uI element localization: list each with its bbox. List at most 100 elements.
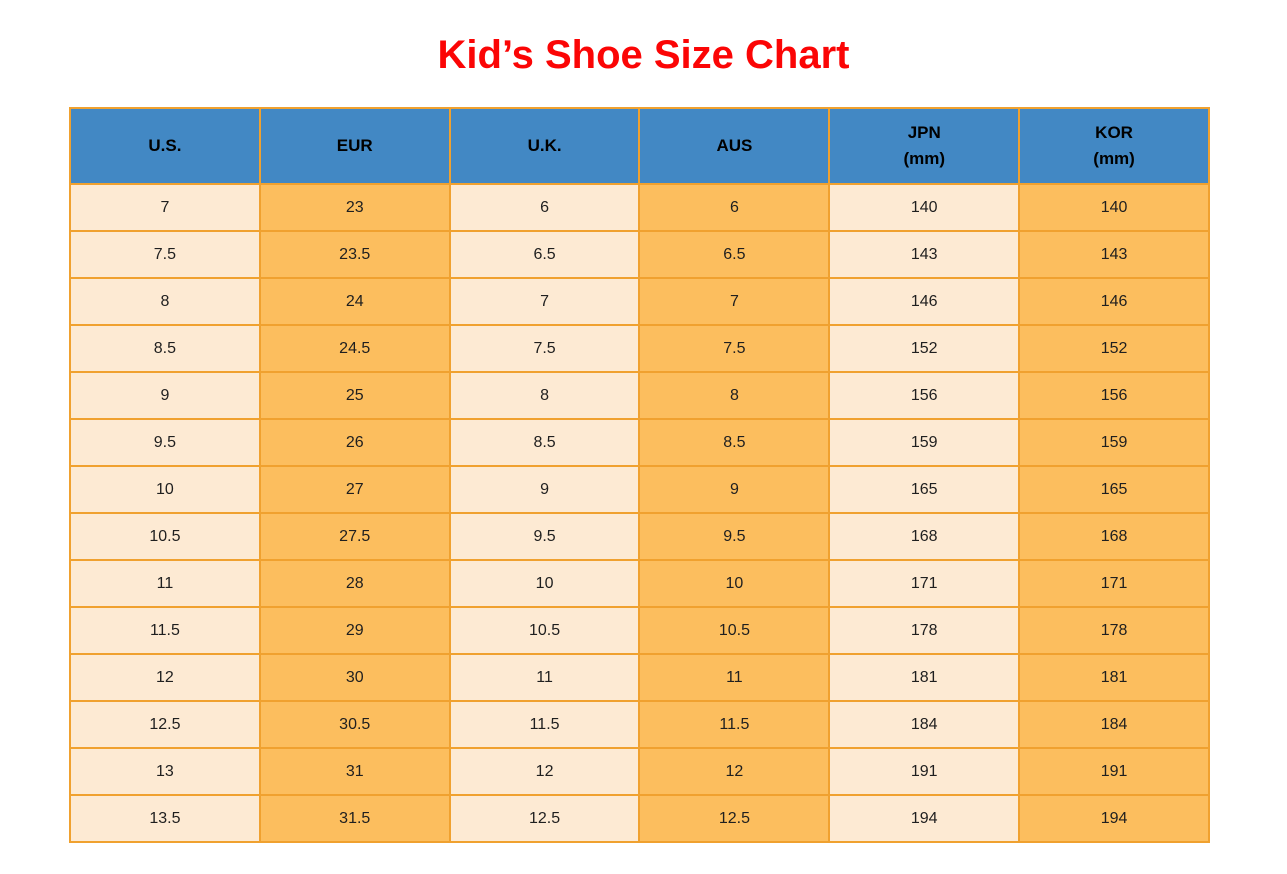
table-row: 13 31 12 12 191 191	[69, 747, 1210, 796]
table-cell: 11	[448, 653, 641, 702]
table-cell: 168	[1018, 512, 1210, 561]
table-cell: 184	[828, 700, 1021, 749]
table-cell: 23.5	[258, 230, 451, 279]
column-header-jpnmm: JPN (mm)	[828, 107, 1021, 185]
table-cell: 165	[828, 465, 1021, 514]
table-row: 12.5 30.5 11.5 11.5 184 184	[69, 700, 1210, 749]
table-cell: 8.5	[638, 418, 831, 467]
table-cell: 28	[258, 559, 451, 608]
column-header-label: U.S.	[148, 135, 182, 155]
table-cell: 11.5	[448, 700, 641, 749]
table-cell: 152	[1018, 324, 1210, 373]
table-cell: 194	[1018, 794, 1210, 843]
column-header-aus: AUS	[638, 107, 831, 185]
table-cell: 6	[638, 183, 831, 232]
table-cell: 31.5	[258, 794, 451, 843]
table-cell: 7	[638, 277, 831, 326]
table-row: 10.5 27.5 9.5 9.5 168 168	[69, 512, 1210, 561]
column-header-kormm: KOR (mm)	[1018, 107, 1210, 185]
column-header-eur: EUR	[258, 107, 451, 185]
table-cell: 10.5	[638, 606, 831, 655]
table-cell: 140	[1018, 183, 1210, 232]
table-cell: 24.5	[258, 324, 451, 373]
table-cell: 143	[828, 230, 1021, 279]
table-cell: 12	[448, 747, 641, 796]
table-cell: 11	[638, 653, 831, 702]
table-cell: 178	[1018, 606, 1210, 655]
shoe-size-table: U.S. EUR U.K. AUS JPN (mm) KOR (mm) 7 23 6 6 140 140…	[69, 107, 1210, 843]
table-cell: 9.5	[638, 512, 831, 561]
table-row: 10 27 9 9 165 165	[69, 465, 1210, 514]
table-cell: 9	[448, 465, 641, 514]
table-cell: 7	[448, 277, 641, 326]
table-cell: 146	[828, 277, 1021, 326]
table-cell: 191	[1018, 747, 1210, 796]
column-header-label: (mm)	[903, 149, 945, 168]
table-cell: 26	[258, 418, 451, 467]
column-header-uk: U.K.	[448, 107, 641, 185]
table-cell: 10.5	[69, 512, 261, 561]
table-cell: 152	[828, 324, 1021, 373]
table-cell: 159	[828, 418, 1021, 467]
table-cell: 181	[828, 653, 1021, 702]
table-cell: 12.5	[69, 700, 261, 749]
table-row: 13.5 31.5 12.5 12.5 194 194	[69, 794, 1210, 843]
table-cell: 6.5	[448, 230, 641, 279]
table-row: 7 23 6 6 140 140	[69, 183, 1210, 232]
table-cell: 31	[258, 747, 451, 796]
page-title: Kid’s Shoe Size Chart	[437, 33, 850, 77]
table-cell: 13.5	[69, 794, 261, 843]
table-cell: 6.5	[638, 230, 831, 279]
table-cell: 191	[828, 747, 1021, 796]
table-cell: 8.5	[448, 418, 641, 467]
table-header: U.S. EUR U.K. AUS JPN (mm) KOR (mm)	[69, 107, 1210, 185]
table-row: 8 24 7 7 146 146	[69, 277, 1210, 326]
table-cell: 9.5	[69, 418, 261, 467]
table-cell: 7	[69, 183, 261, 232]
header-row: U.S. EUR U.K. AUS JPN (mm) KOR (mm)	[69, 107, 1210, 185]
table-cell: 10.5	[448, 606, 641, 655]
table-cell: 10	[448, 559, 641, 608]
table-cell: 27.5	[258, 512, 451, 561]
table-cell: 159	[1018, 418, 1210, 467]
table-cell: 181	[1018, 653, 1210, 702]
table-cell: 9.5	[448, 512, 641, 561]
table-cell: 165	[1018, 465, 1210, 514]
table-cell: 146	[1018, 277, 1210, 326]
table-cell: 8	[448, 371, 641, 420]
table-cell: 8	[638, 371, 831, 420]
table-cell: 12	[69, 653, 261, 702]
column-header-label: U.K.	[527, 135, 562, 155]
table-cell: 12.5	[638, 794, 831, 843]
table-cell: 184	[1018, 700, 1210, 749]
column-header-label: JPN	[907, 122, 941, 142]
table-cell: 168	[828, 512, 1021, 561]
table-cell: 11.5	[69, 606, 261, 655]
table-cell: 7.5	[448, 324, 641, 373]
column-header-us: U.S.	[69, 107, 261, 185]
table-cell: 30.5	[258, 700, 451, 749]
table-row: 12 30 11 11 181 181	[69, 653, 1210, 702]
column-header-label: AUS	[716, 135, 753, 155]
table-cell: 10	[69, 465, 261, 514]
table-cell: 30	[258, 653, 451, 702]
table-cell: 156	[1018, 371, 1210, 420]
table-cell: 11.5	[638, 700, 831, 749]
table-cell: 11	[69, 559, 261, 608]
table-cell: 8.5	[69, 324, 261, 373]
table-cell: 29	[258, 606, 451, 655]
table-cell: 7.5	[638, 324, 831, 373]
table-row: 7.5 23.5 6.5 6.5 143 143	[69, 230, 1210, 279]
table-body: 7 23 6 6 140 140 7.5 23.5 6.5 6.5 143 143 8 24 7 7 146 14…	[69, 183, 1210, 843]
table-cell: 12.5	[448, 794, 641, 843]
table-cell: 25	[258, 371, 451, 420]
table-cell: 8	[69, 277, 261, 326]
table-cell: 12	[638, 747, 831, 796]
table-cell: 23	[258, 183, 451, 232]
table-cell: 9	[69, 371, 261, 420]
table-row: 11 28 10 10 171 171	[69, 559, 1210, 608]
table-cell: 194	[828, 794, 1021, 843]
table-cell: 171	[1018, 559, 1210, 608]
table-cell: 171	[828, 559, 1021, 608]
table-cell: 27	[258, 465, 451, 514]
